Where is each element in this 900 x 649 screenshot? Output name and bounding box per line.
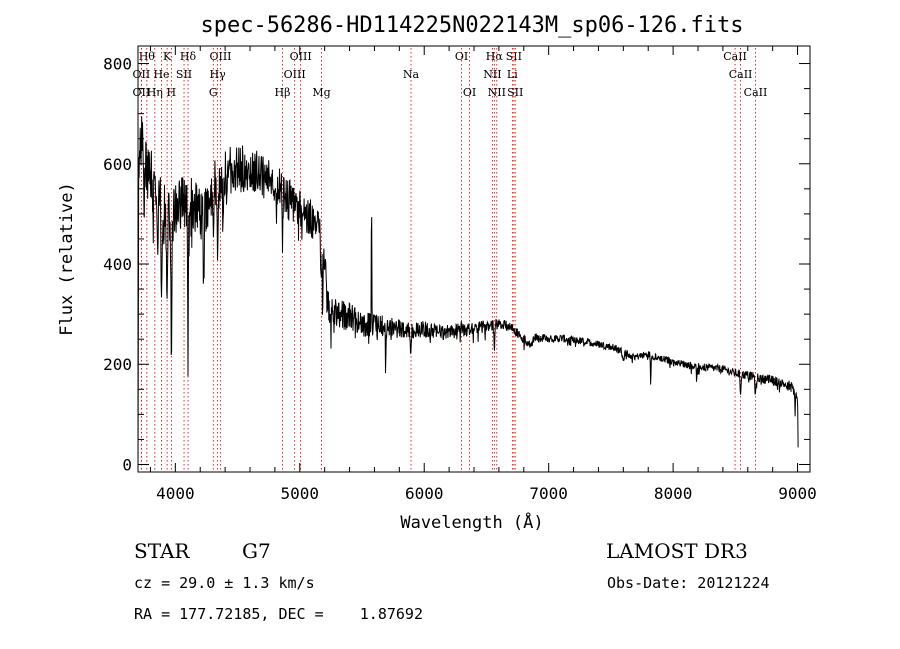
spectrum-series xyxy=(137,116,799,473)
line-label: OI xyxy=(463,86,476,99)
line-label: K xyxy=(163,50,172,63)
y-tick-label: 800 xyxy=(103,55,132,74)
line-label: CaII xyxy=(744,86,768,99)
survey-name: LAMOST DR3 xyxy=(606,539,748,563)
object-class: STAR xyxy=(134,539,190,563)
line-label: Hγ xyxy=(210,68,227,81)
line-label: OII xyxy=(133,86,151,99)
line-label: OIII xyxy=(290,50,312,63)
y-tick-label: 0 xyxy=(122,455,132,474)
line-label: CaII xyxy=(723,50,747,63)
line-label: SII xyxy=(507,86,523,99)
line-label: Hα xyxy=(486,50,504,63)
y-tick-label: 200 xyxy=(103,355,132,374)
line-label: Mg xyxy=(312,86,330,99)
line-label: Hδ xyxy=(180,50,197,63)
line-label: OI xyxy=(455,50,468,63)
x-tick-label: 5000 xyxy=(281,484,320,503)
x-tick-label: 6000 xyxy=(405,484,444,503)
line-label: NII xyxy=(488,86,506,99)
line-label: Na xyxy=(403,68,420,81)
y-tick-label: 600 xyxy=(103,155,132,174)
y-tick-label: 400 xyxy=(103,255,132,274)
x-tick-label: 8000 xyxy=(654,484,693,503)
line-label: H xyxy=(167,86,177,99)
redshift-value: cz = 29.0 ± 1.3 km/s xyxy=(134,574,315,592)
observation-date: Obs-Date: 20121224 xyxy=(607,574,770,592)
line-label: Li xyxy=(507,68,518,81)
line-label: Hη xyxy=(147,86,163,99)
line-label: SII xyxy=(176,68,192,81)
object-subclass: G7 xyxy=(242,539,271,563)
x-tick-label: 9000 xyxy=(778,484,817,503)
line-label: Hθ xyxy=(139,50,156,63)
axis-ticks: 4000 5000 6000 7000 8000 9000 0 200 400 600 800 xyxy=(103,46,817,503)
x-tick-label: 4000 xyxy=(156,484,195,503)
line-label: OIII xyxy=(209,50,231,63)
line-label: OII xyxy=(133,68,151,81)
line-label: CaII xyxy=(729,68,753,81)
plot-frame xyxy=(137,45,811,473)
x-axis-label: Wavelength (Å) xyxy=(400,511,543,533)
line-label: Hβ xyxy=(275,86,291,99)
line-label: OIII xyxy=(284,68,306,81)
line-label: He xyxy=(153,68,169,81)
spectrum-line xyxy=(137,116,799,473)
line-label: NII xyxy=(483,68,501,81)
line-label: SII xyxy=(506,50,522,63)
chart-title: spec-56286-HD114225N022143M_sp06-126.fit… xyxy=(200,13,743,38)
line-label: G xyxy=(209,86,218,99)
y-axis-label: Flux (relative) xyxy=(57,182,77,336)
coordinates: RA = 177.72185, DEC = 1.87692 xyxy=(134,605,423,623)
x-tick-label: 7000 xyxy=(529,484,568,503)
